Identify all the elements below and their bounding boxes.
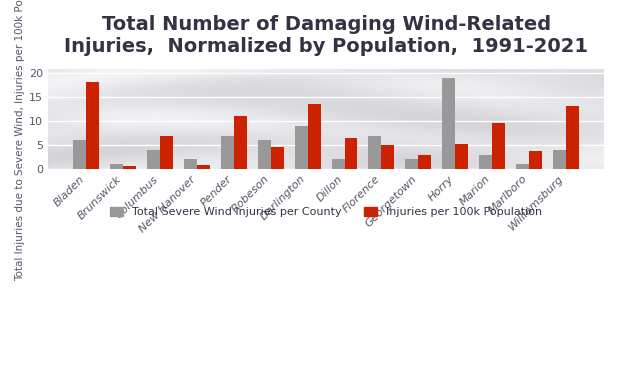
Title: Total Number of Damaging Wind-Related
Injuries,  Normalized by Population,  1991: Total Number of Damaging Wind-Related In… xyxy=(64,15,588,56)
Bar xyxy=(368,136,381,169)
Bar xyxy=(529,151,542,169)
Bar xyxy=(234,116,247,169)
Bar xyxy=(455,144,468,169)
Bar xyxy=(492,123,505,169)
Y-axis label: Total Injuries due to Severe Wind, Injuries per 100k Population: Total Injuries due to Severe Wind, Injur… xyxy=(15,0,25,281)
Bar xyxy=(418,155,431,169)
Bar xyxy=(258,140,271,169)
Bar xyxy=(332,159,345,169)
Bar xyxy=(123,166,136,169)
Bar xyxy=(442,78,455,169)
Bar xyxy=(479,155,492,169)
Bar xyxy=(184,159,197,169)
Bar xyxy=(86,82,99,169)
Bar xyxy=(295,126,308,169)
Bar xyxy=(566,106,579,169)
Bar xyxy=(553,150,566,169)
Bar xyxy=(405,159,418,169)
Bar xyxy=(308,104,321,169)
Bar xyxy=(345,138,357,169)
Bar xyxy=(221,136,234,169)
Bar xyxy=(516,164,529,169)
Bar xyxy=(160,136,173,169)
Bar xyxy=(110,164,123,169)
Bar xyxy=(381,145,394,169)
Legend: Total Severe Wind Injuries per County, Injuries per 100k Population: Total Severe Wind Injuries per County, I… xyxy=(105,202,547,222)
Bar xyxy=(147,150,160,169)
Bar xyxy=(197,165,210,169)
Bar xyxy=(271,147,284,169)
Bar xyxy=(74,140,86,169)
